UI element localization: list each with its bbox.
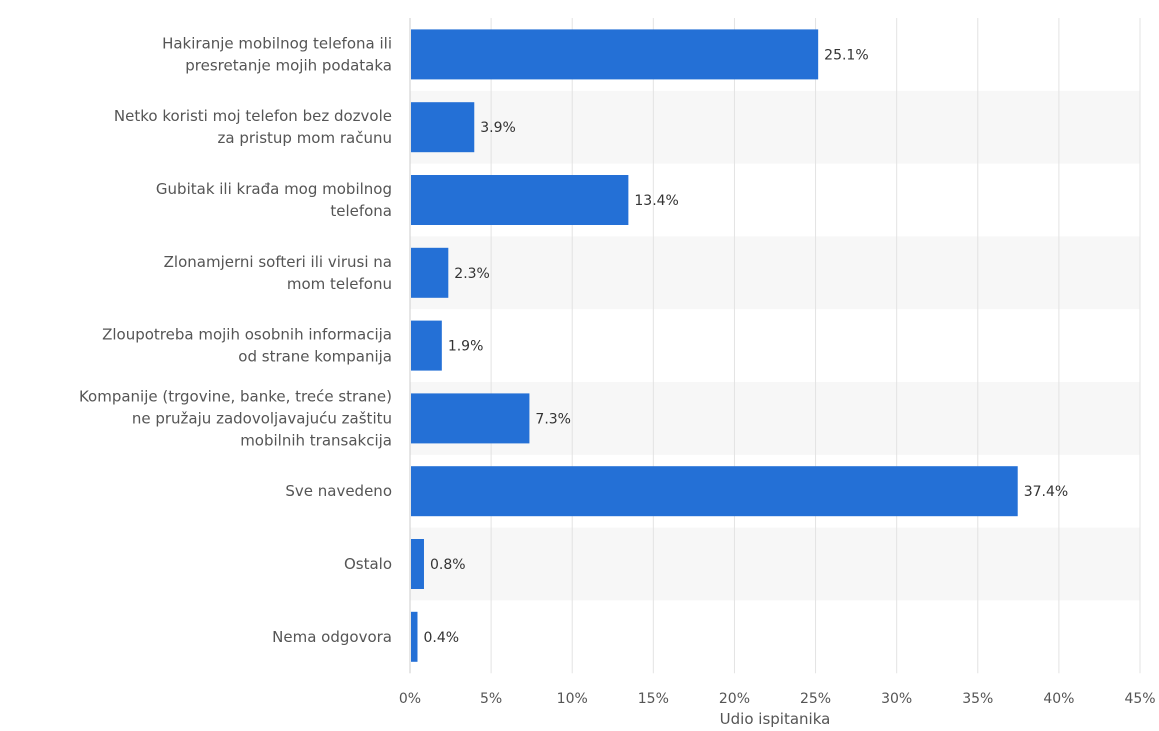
data-label: 13.4% (634, 193, 678, 209)
category-label: Gubitak ili krađa mog mobilnog telefona (156, 180, 392, 220)
x-tick-label: 10% (557, 691, 588, 707)
x-tick-label: 30% (881, 691, 912, 707)
data-label: 25.1% (824, 47, 868, 63)
data-label: 0.8% (430, 557, 466, 573)
x-tick-label: 35% (962, 691, 993, 707)
category-label: Sve navedeno (285, 482, 392, 500)
data-label: 2.3% (454, 266, 490, 282)
category-label: Zlonamjerni softeri ili virusi na mom tel… (164, 253, 392, 293)
bar[interactable] (411, 393, 530, 444)
row-band (410, 382, 1140, 455)
x-tick-label: 20% (719, 691, 750, 707)
bar[interactable] (411, 102, 475, 153)
data-label: 37.4% (1024, 484, 1068, 500)
category-label: Kompanije (trgovine, banke, treće strane… (79, 387, 392, 449)
bar[interactable] (411, 29, 819, 80)
row-band (410, 527, 1140, 601)
category-label: Ostalo (344, 555, 392, 573)
bar[interactable] (411, 611, 418, 662)
row-bands (410, 90, 1140, 601)
row-band (410, 236, 1140, 310)
category-label: Hakiranje mobilnog telefona ili presretan… (162, 34, 392, 74)
data-label: 7.3% (535, 411, 571, 427)
data-label: 1.9% (448, 339, 484, 355)
category-labels: Hakiranje mobilnog telefona ili presretan… (79, 34, 392, 645)
bar[interactable] (411, 320, 442, 371)
x-tick-label: 40% (1043, 691, 1074, 707)
bar[interactable] (411, 247, 449, 298)
x-axis-title: Udio ispitanika (720, 710, 831, 728)
category-label: Zloupotreba mojih osobnih informacija od … (102, 326, 392, 366)
category-label: Nema odgovora (272, 628, 392, 646)
row-band (410, 90, 1140, 164)
bar[interactable] (411, 175, 629, 225)
bar[interactable] (411, 466, 1018, 517)
category-label: Netko koristi moj telefon bez dozvole za … (114, 107, 392, 147)
x-tick-label: 45% (1124, 691, 1155, 707)
bar[interactable] (411, 539, 424, 589)
x-tick-label: 25% (800, 691, 831, 707)
x-tick-label: 5% (480, 691, 502, 707)
value-labels: 25.1% 3.9% 13.4% 2.3% 1.9% 7.3% 37.4% 0.8% 0.4% (423, 47, 1068, 645)
x-tick-label: 15% (638, 691, 669, 707)
x-tick-label: 0% (399, 691, 421, 707)
gridlines (409, 18, 1141, 674)
data-label: 3.9% (480, 120, 516, 136)
data-label: 0.4% (423, 630, 459, 646)
x-tick-labels: 0% 5% 10% 15% 20% 25% 30% 35% 40% 45% (399, 691, 1156, 707)
bars (411, 29, 1018, 662)
